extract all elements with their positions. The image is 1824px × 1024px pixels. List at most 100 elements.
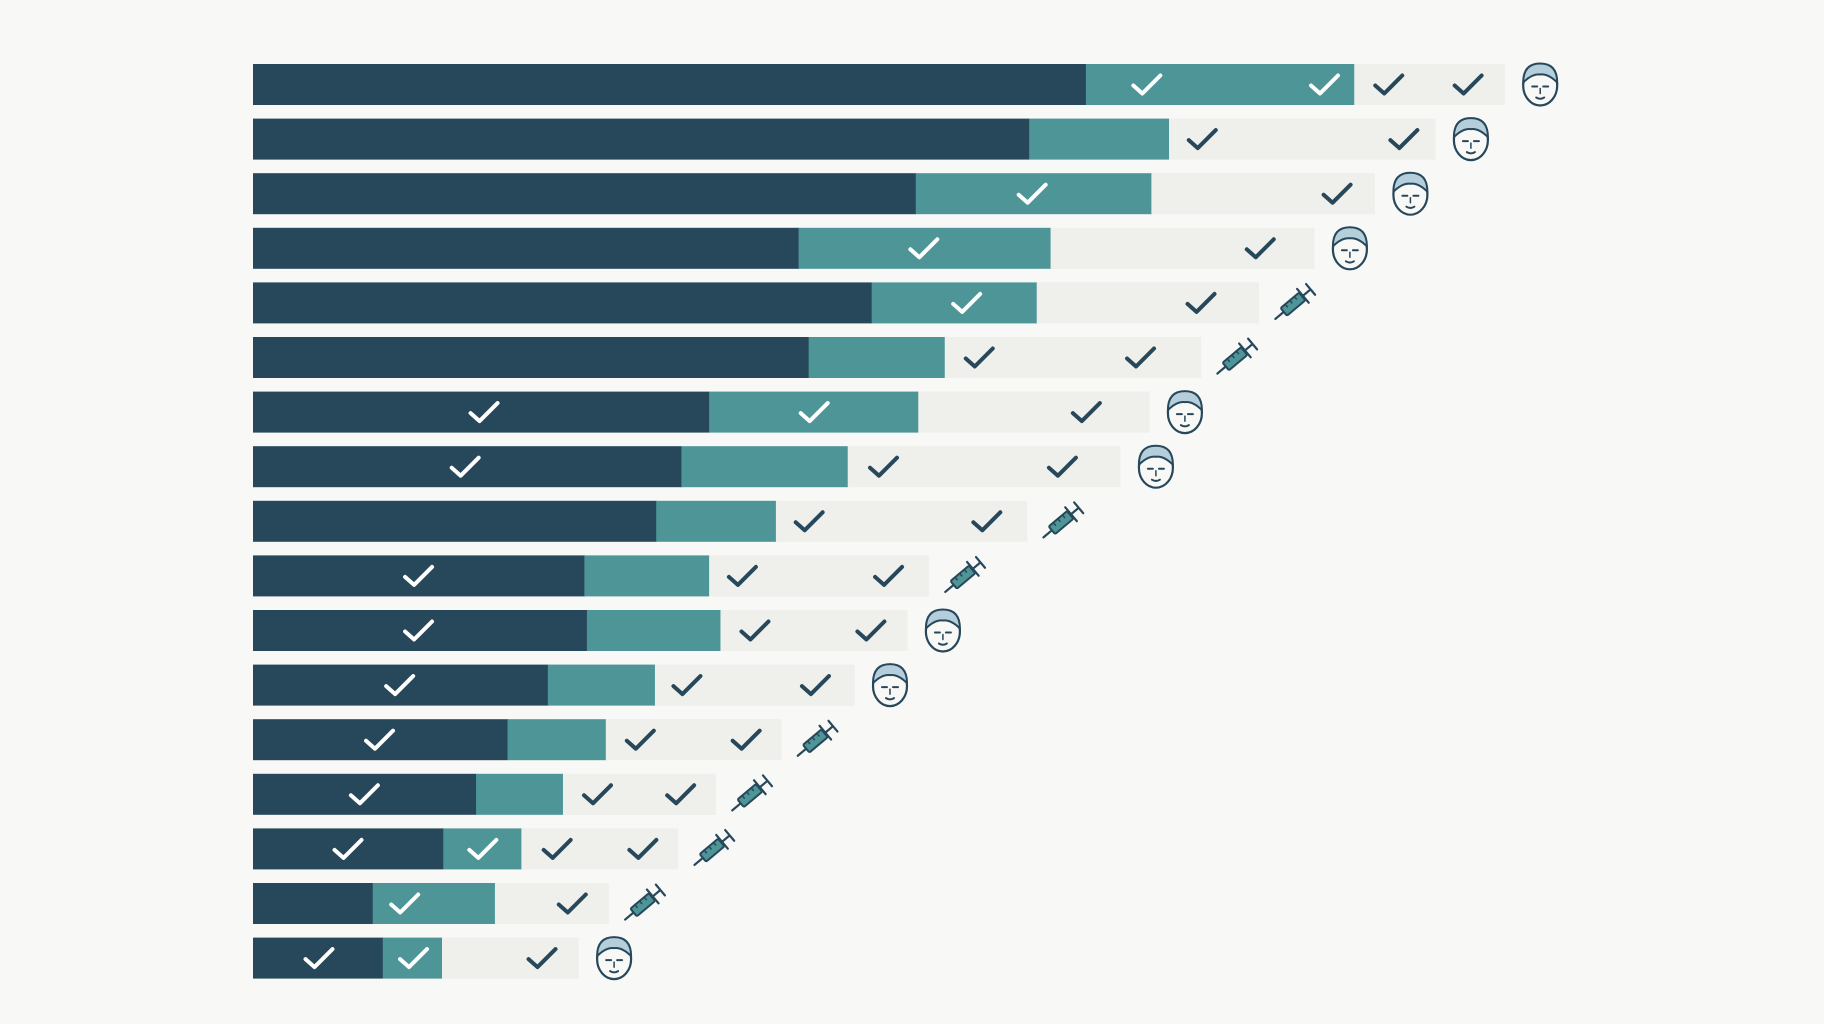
check-icon (971, 510, 1003, 533)
check-icon (348, 783, 380, 806)
check-icon (868, 455, 899, 478)
person-face-icon (595, 936, 633, 981)
person-face-icon (924, 608, 962, 653)
check-icon (799, 674, 831, 697)
check-icon (798, 401, 830, 424)
bar-segment-mid (709, 391, 919, 433)
check-icon (730, 728, 762, 751)
bar-segment-dark (253, 118, 1030, 160)
bar-segment-mid (584, 555, 710, 597)
check-icon (389, 892, 421, 915)
bar-segment-light (494, 883, 609, 924)
bar-segment-dark (253, 883, 374, 924)
bar-segment-dark (253, 500, 657, 542)
bar-segment-mid (507, 719, 607, 761)
person-face-icon (1331, 226, 1369, 271)
check-icon (1070, 401, 1102, 424)
bar-segment-mid (382, 937, 443, 979)
syringe-icon (1042, 501, 1085, 539)
bar-segment-dark (253, 173, 917, 215)
bar-segment-light (442, 937, 579, 979)
bar-segment-mid (1085, 64, 1355, 105)
bar-segment-dark (253, 282, 873, 324)
check-icon (624, 728, 656, 751)
bar-segment-mid (1029, 118, 1170, 160)
check-icon (1186, 128, 1218, 151)
check-icon (541, 837, 573, 860)
bar-segment-dark (253, 555, 585, 597)
bar-segment-light (944, 337, 1202, 378)
bar-segment-light (847, 446, 1121, 488)
check-icon (556, 892, 588, 915)
person-face-icon (1137, 444, 1175, 489)
person-face-icon (1522, 62, 1559, 107)
bar-segment-mid (547, 664, 656, 706)
bar-segment-dark (253, 937, 384, 979)
check-icon (398, 947, 430, 970)
check-icon (1321, 182, 1353, 205)
check-icon (364, 728, 395, 751)
bar-segment-light (709, 555, 929, 597)
bar-segment-dark (253, 664, 549, 706)
syringe-icon (1216, 337, 1259, 375)
check-icon (449, 455, 481, 478)
syringe-icon (731, 774, 774, 812)
check-icon (1131, 73, 1163, 96)
check-icon (581, 783, 613, 806)
check-icon (739, 619, 771, 642)
check-icon (873, 564, 905, 587)
check-icon (951, 291, 983, 314)
bar-segment-light (654, 664, 855, 706)
bar-segment-light (605, 719, 782, 761)
syringe-icon (1274, 282, 1317, 321)
check-icon (1185, 291, 1217, 314)
check-icon (468, 401, 500, 424)
bar-segment-light (521, 828, 679, 870)
check-icon (855, 619, 887, 642)
check-icon (384, 674, 416, 697)
bar-segment-light (1354, 64, 1505, 105)
bar-segment-mid (656, 500, 777, 542)
check-icon (793, 510, 825, 533)
bar-segment-light (720, 610, 908, 651)
check-icon (303, 947, 335, 970)
check-icon (908, 237, 940, 260)
bar-segment-dark (253, 227, 800, 269)
bar-segment-mid (586, 610, 722, 651)
check-icon (403, 564, 435, 587)
check-icon (1016, 182, 1048, 205)
check-icon (963, 346, 995, 369)
check-icon (671, 674, 703, 697)
bar-segment-light (775, 500, 1028, 542)
bar-segment-dark (253, 337, 810, 378)
bar-segment-light (1050, 227, 1315, 269)
check-icon (665, 783, 697, 806)
bar-segment-light (918, 391, 1150, 433)
bar-segment-mid (798, 227, 1052, 269)
person-face-icon (871, 663, 909, 708)
check-icon (1046, 455, 1078, 478)
end-icons-layer (595, 62, 1559, 981)
bar-segment-mid (443, 828, 522, 870)
bar-segment-mid (476, 773, 564, 815)
syringe-icon (693, 828, 736, 867)
person-face-icon (1166, 390, 1204, 435)
check-icon (726, 564, 758, 587)
check-icon (1309, 73, 1340, 96)
bar-segment-mid (808, 337, 946, 378)
checkmarks-layer (303, 73, 1484, 970)
person-face-icon (1452, 117, 1490, 162)
check-icon (332, 837, 364, 860)
check-icon (467, 837, 499, 860)
check-icon (627, 837, 659, 860)
check-icon (1388, 128, 1420, 151)
person-face-icon (1392, 171, 1429, 216)
bar-segment-mid (372, 883, 496, 924)
check-icon (403, 619, 435, 642)
bar-segment-light (562, 773, 717, 815)
syringe-icon (796, 719, 839, 757)
syringe-icon (624, 883, 666, 921)
bar-segment-light (1151, 173, 1375, 215)
bar-segment-dark (253, 828, 444, 870)
